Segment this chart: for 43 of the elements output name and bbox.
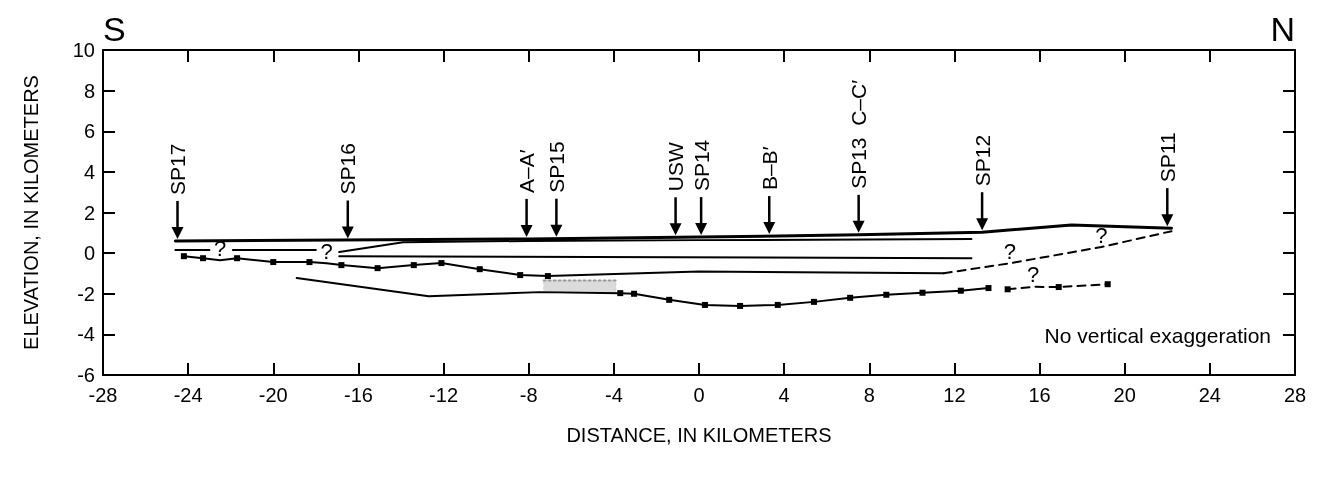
annotation: USW (664, 142, 688, 192)
y-tick-label: 8 (83, 79, 95, 102)
x-tick-label: -8 (519, 384, 538, 406)
x-tick-label: -12 (429, 384, 459, 406)
annotation: SP17 (166, 143, 189, 195)
x-tick-label: 24 (1198, 384, 1221, 406)
annotation: SP16 (336, 143, 360, 195)
x-tick-label: -4 (604, 384, 623, 406)
x-axis-title: DISTANCE, IN KILOMETERS (566, 424, 832, 446)
annotation: SP11 (1155, 132, 1179, 183)
annotation: SP15 (544, 141, 568, 193)
annotation: A–A′ (515, 149, 539, 193)
y-tick-label: 10 (72, 39, 95, 61)
x-tick-label: -28 (88, 384, 118, 406)
x-tick-label: 0 (693, 384, 705, 406)
x-tick-label: 20 (1113, 384, 1136, 406)
y-tick-label: 6 (83, 120, 95, 143)
data-label: ? (1027, 262, 1040, 288)
data-label: ? (320, 238, 333, 264)
x-tick-label: -20 (258, 384, 288, 406)
x-tick-label: 28 (1283, 384, 1307, 406)
annotation: B–B′ (757, 146, 781, 191)
y-tick-label: 4 (83, 160, 95, 183)
y-tick-label: 2 (83, 201, 95, 224)
data-label: ? (1095, 222, 1108, 248)
text: S (103, 10, 126, 48)
y-tick-label: -6 (77, 364, 95, 386)
data-label: ? (1003, 238, 1016, 264)
x-tick-label: 4 (778, 384, 790, 406)
y-tick-label: -2 (77, 282, 95, 305)
annotation: SP14 (689, 139, 713, 192)
x-tick-label: -16 (343, 384, 373, 406)
x-tick-label: 16 (1028, 384, 1051, 406)
y-tick-label: -4 (77, 323, 95, 346)
y-tick-label: 0 (83, 242, 95, 265)
x-tick-label: 8 (863, 384, 875, 406)
x-tick-label: -24 (173, 384, 203, 406)
annotation: SP12 (970, 134, 994, 187)
y-axis-title: ELEVATION, IN KILOMETERS (20, 75, 42, 350)
text: N (1270, 10, 1295, 48)
x-tick-label: 12 (943, 384, 966, 406)
annotation: SP13 C–C′ (847, 79, 871, 189)
annotation: No vertical exaggeration (1044, 323, 1271, 347)
